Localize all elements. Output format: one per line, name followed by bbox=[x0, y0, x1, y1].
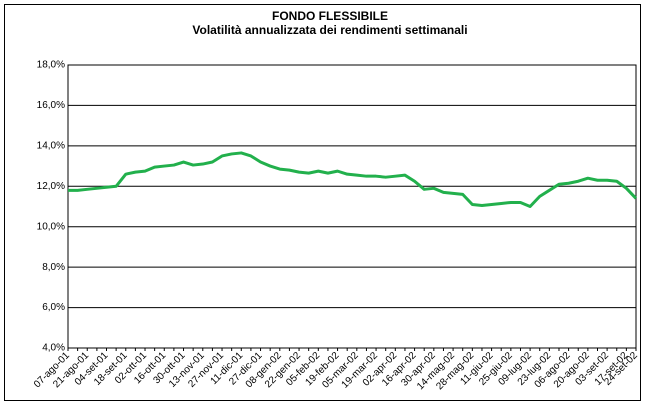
chart-frame bbox=[4, 4, 641, 401]
chart-subtitle: Volatilità annualizzata dei rendimenti s… bbox=[192, 23, 467, 37]
y-tick-label: 6,0% bbox=[42, 302, 65, 313]
y-tick-label: 4,0% bbox=[42, 343, 65, 354]
plot-border bbox=[67, 64, 637, 349]
chart-title: FONDO FLESSIBILE bbox=[272, 9, 388, 23]
y-tick-label: 12,0% bbox=[37, 181, 65, 192]
y-tick-label: 18,0% bbox=[37, 60, 65, 71]
y-tick-label: 16,0% bbox=[37, 100, 65, 111]
y-tick-label: 10,0% bbox=[37, 221, 65, 232]
y-tick-label: 14,0% bbox=[37, 140, 65, 151]
y-tick-label: 8,0% bbox=[42, 262, 65, 273]
data-line bbox=[68, 151, 638, 208]
